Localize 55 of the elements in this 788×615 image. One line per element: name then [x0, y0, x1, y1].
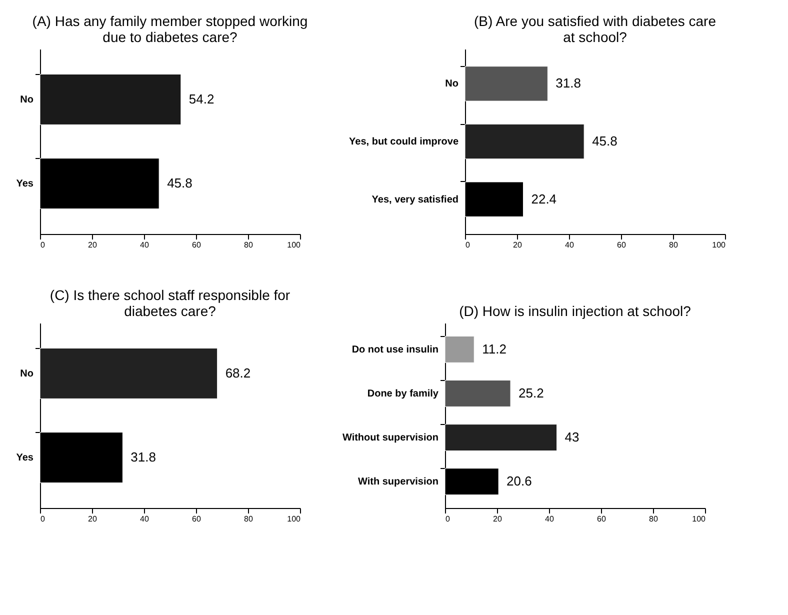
data-label: 43 — [564, 430, 580, 445]
x-tick-label: 100 — [712, 240, 726, 250]
y-tick-label: Yes, but could improve — [349, 136, 459, 148]
bar — [444, 424, 558, 451]
x-tick-label: 80 — [244, 514, 254, 524]
y-tick-label: Do not use insulin — [352, 344, 438, 356]
y-tick-label: No — [20, 94, 34, 106]
x-tick-label: 60 — [617, 240, 626, 250]
x-tick-label: 0 — [466, 240, 470, 250]
x-tick-label: 80 — [244, 240, 254, 250]
bar — [464, 66, 548, 102]
x-tick-label: 20 — [88, 240, 98, 250]
data-label: 22.4 — [531, 191, 557, 206]
x-tick-label: 60 — [192, 514, 202, 524]
x-tick-label: 20 — [513, 240, 522, 250]
data-label: 20.6 — [506, 474, 532, 489]
x-tick-label: 20 — [88, 514, 98, 524]
bar — [444, 380, 511, 407]
chart-title: (A) Has any family member stopped working due to diabetes care? — [32, 13, 308, 45]
x-tick-label: 60 — [192, 240, 202, 250]
x-tick-label: 0 — [40, 240, 46, 250]
data-label: 54.2 — [188, 91, 214, 106]
data-label: 68.2 — [225, 365, 251, 380]
bar — [444, 336, 474, 363]
x-tick-label: 80 — [649, 514, 658, 524]
data-label: 31.8 — [556, 76, 581, 91]
x-tick-label: 100 — [287, 240, 302, 250]
x-tick-label: 100 — [287, 514, 302, 524]
x-tick-label: 80 — [669, 240, 678, 250]
data-label: 25.2 — [518, 385, 544, 400]
y-tick-label: Yes, very satisfied — [372, 194, 458, 206]
y-tick-label: With supervision — [358, 476, 438, 488]
x-tick-label: 40 — [140, 240, 150, 250]
x-tick-label: 0 — [446, 514, 450, 524]
x-tick-label: 60 — [597, 514, 606, 524]
data-label: 11.2 — [482, 341, 506, 356]
data-label: 45.8 — [167, 176, 192, 191]
x-tick-label: 20 — [493, 514, 502, 524]
y-tick-label: Yes — [16, 178, 34, 190]
x-tick-label: 0 — [40, 514, 46, 524]
y-tick-label: Done by family — [367, 388, 439, 400]
y-tick-label: Without supervision — [342, 432, 438, 444]
x-tick-label: 40 — [545, 514, 554, 524]
y-tick-label: No — [20, 368, 34, 380]
chart-title: (C) Is there school staff responsible for diabetes care? — [50, 287, 290, 319]
y-tick-label: No — [445, 78, 458, 90]
x-tick-label: 40 — [565, 240, 574, 250]
bar — [464, 124, 584, 160]
data-label: 45.8 — [592, 134, 618, 148]
y-tick-label: Yes — [16, 452, 34, 464]
chart-title: (B) Are you satisfied with diabetes care at school? — [474, 13, 716, 45]
chart-title: (D) How is insulin injection at school? — [459, 303, 692, 319]
data-label: 31.8 — [130, 450, 156, 465]
x-tick-label: 40 — [140, 514, 150, 524]
x-tick-label: 100 — [692, 514, 706, 524]
